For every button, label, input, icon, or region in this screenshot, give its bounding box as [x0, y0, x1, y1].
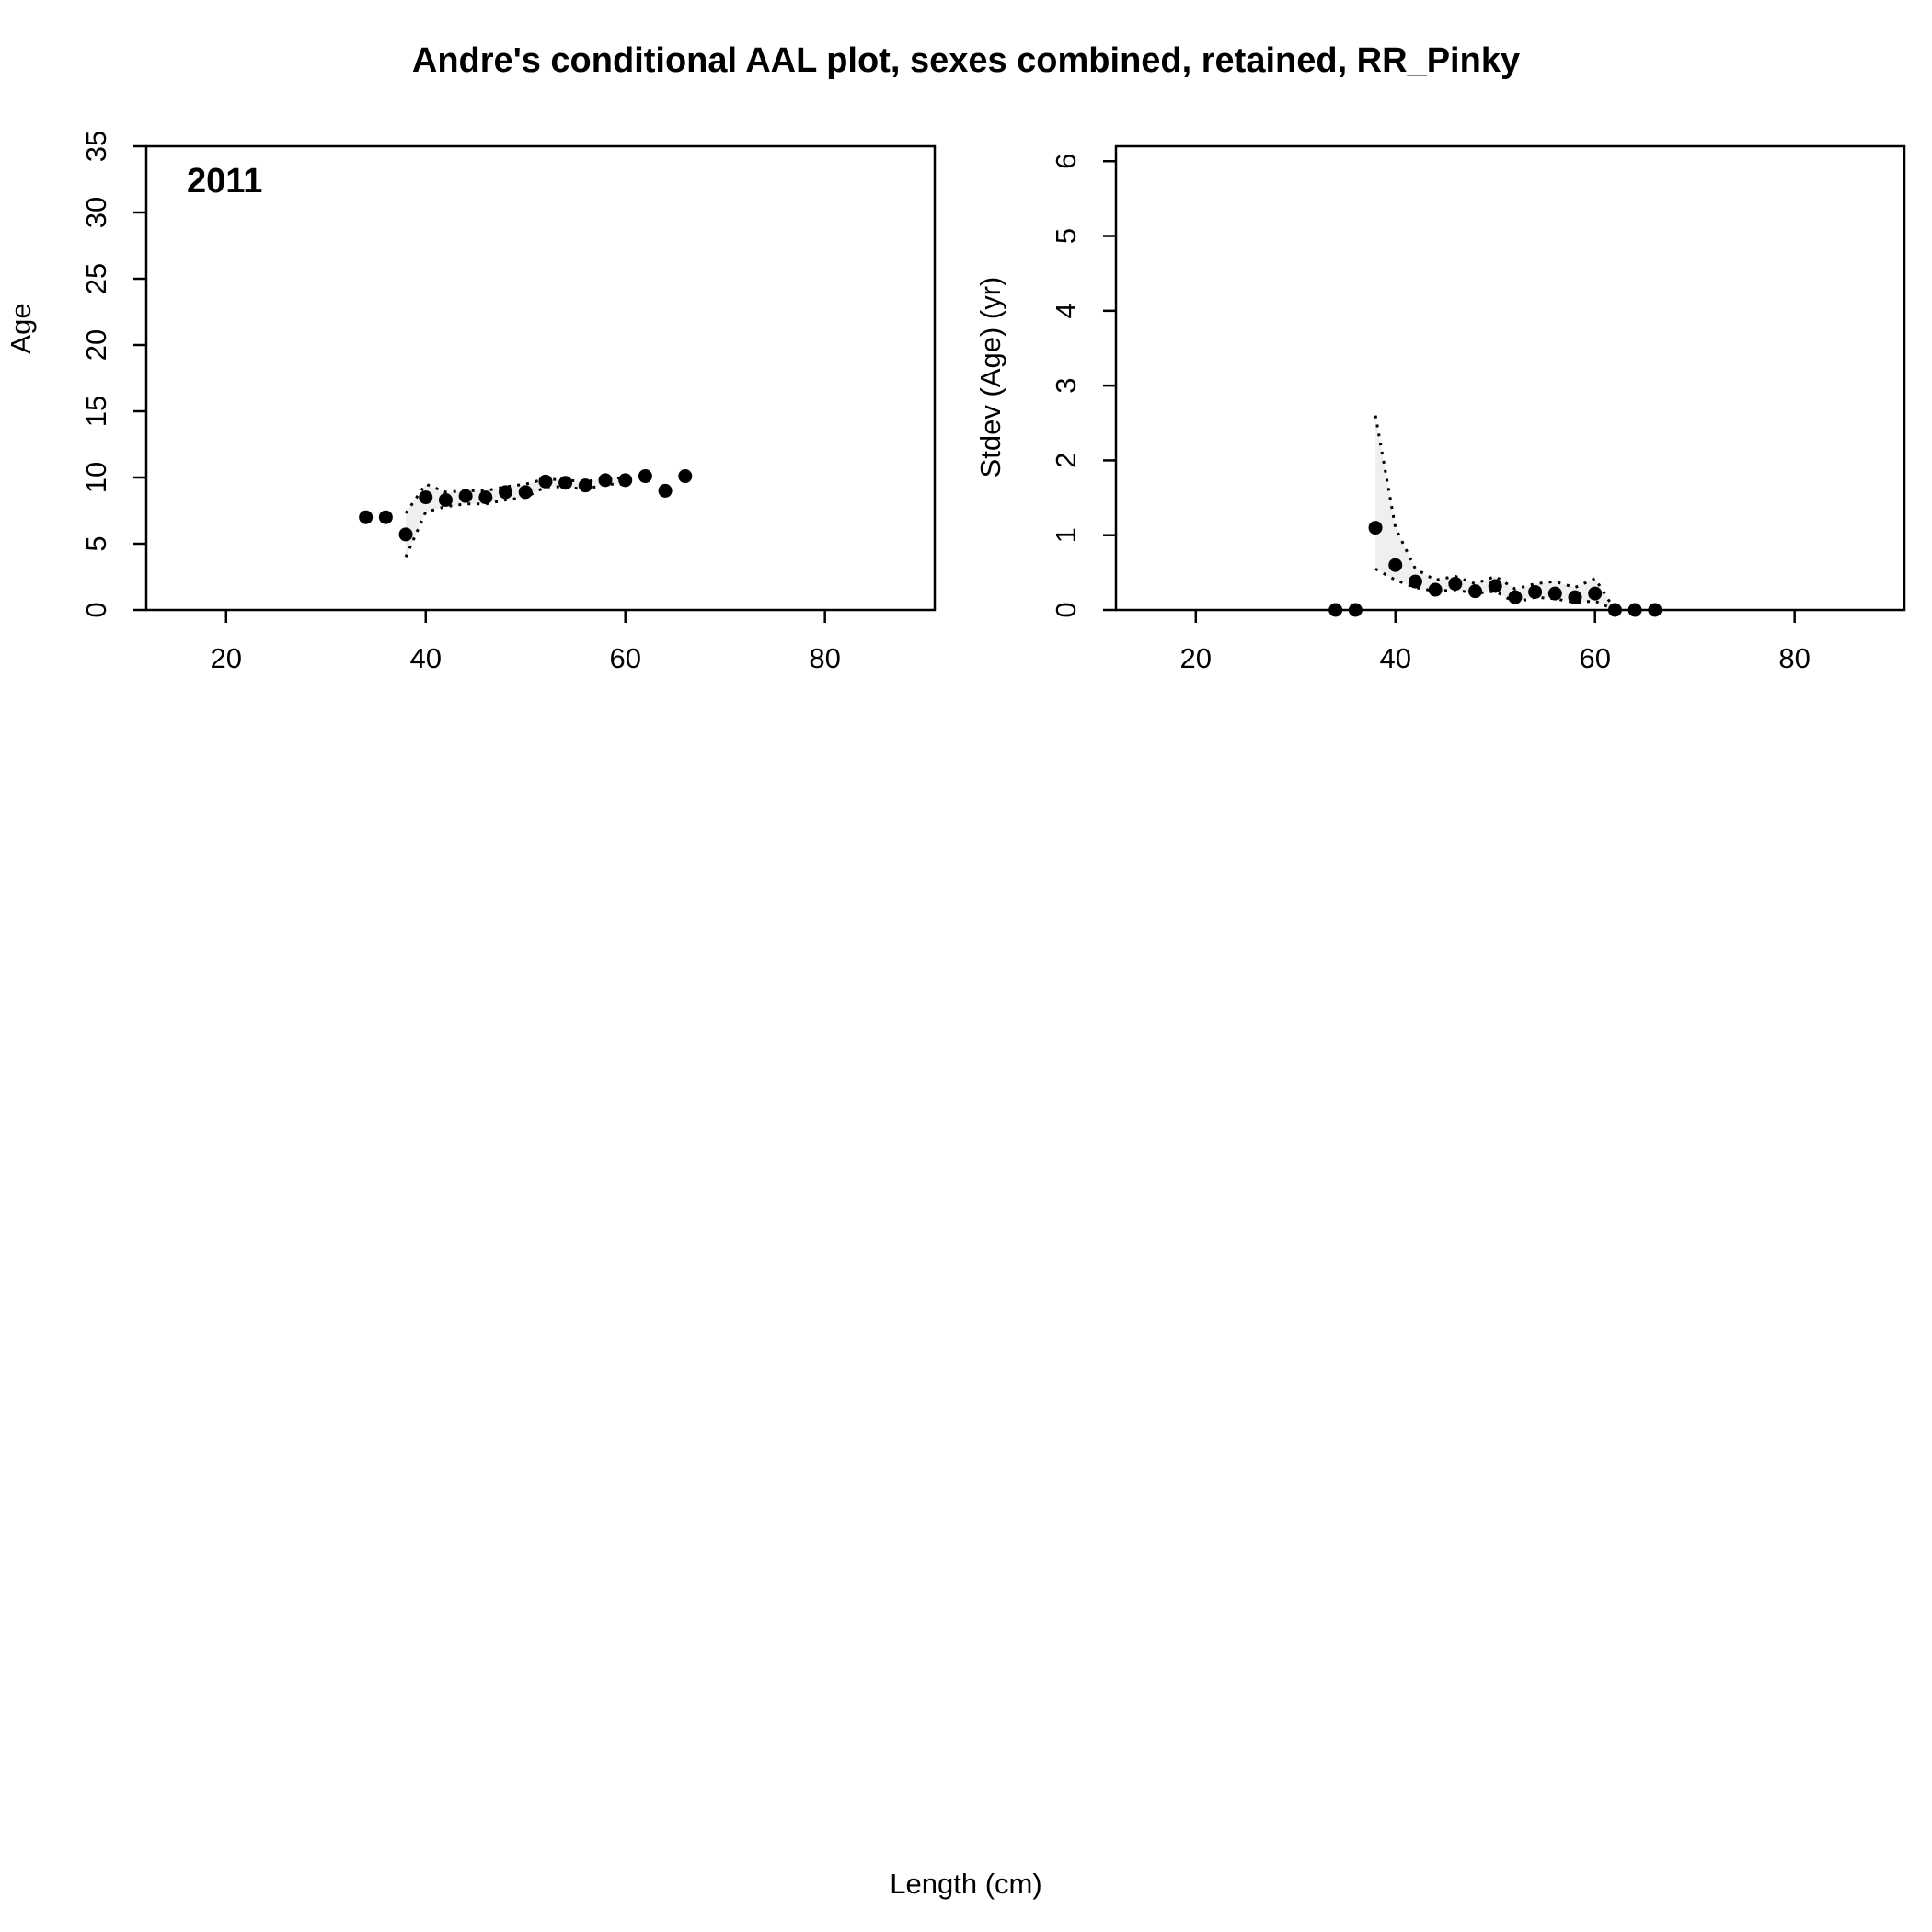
data-point [678, 469, 693, 484]
y-tick-label: 1 [1050, 527, 1082, 543]
y-tick-label: 25 [80, 263, 112, 294]
data-point [478, 490, 493, 505]
data-point [1488, 579, 1502, 593]
data-point [658, 483, 673, 498]
x-tick-label: 60 [1579, 642, 1610, 674]
mean-age-panel: 20 40 60 80 0 5 10 15 20 25 30 35 Age 2011 [5, 131, 937, 674]
y-tick-label: 4 [1050, 303, 1082, 318]
y-tick-label: 5 [80, 535, 112, 551]
x-tick-label: 20 [1180, 642, 1212, 674]
y-tick-label: 3 [1050, 378, 1082, 394]
data-point [438, 492, 453, 507]
data-point [398, 527, 413, 542]
data-point [1588, 586, 1603, 601]
y-tick-label: 10 [80, 462, 112, 493]
main-title: Andre's conditional AAL plot, sexes comb… [412, 41, 1520, 80]
x-tick-label: 20 [211, 642, 242, 674]
data-point [1568, 590, 1582, 604]
x-tick-label: 60 [609, 642, 640, 674]
data-point [578, 478, 592, 493]
plot-frame [144, 144, 937, 612]
data-point [499, 485, 513, 500]
y-tick-label: 35 [80, 131, 112, 162]
data-point [558, 476, 573, 490]
x-tick-label: 80 [809, 642, 840, 674]
data-point [1528, 584, 1543, 599]
data-point [1428, 582, 1443, 597]
data-point [378, 510, 393, 524]
data-point [1388, 558, 1403, 572]
data-point [1368, 521, 1383, 535]
x-tick-label: 40 [410, 642, 442, 674]
lower-interval-line [404, 482, 626, 558]
data-point [359, 510, 374, 524]
y-tick-label: 0 [80, 602, 112, 617]
x-axis-label: Length (cm) [890, 1868, 1041, 1900]
stdev-age-panel: 20 40 60 80 0 1 2 3 4 5 6 Stdev (Age) (yr) [974, 144, 1906, 674]
plot-frame [1114, 144, 1906, 612]
data-point [419, 490, 433, 505]
y-tick-label: 6 [1050, 154, 1082, 169]
data-point [638, 469, 652, 484]
data-point [538, 474, 553, 489]
data-point [1547, 586, 1562, 601]
y-axis-label: Stdev (Age) (yr) [974, 277, 1006, 478]
data-point [598, 473, 613, 488]
y-axis-label: Age [5, 303, 37, 353]
y-tick-label: 30 [80, 197, 112, 228]
data-point [1508, 590, 1523, 604]
y-tick-label: 15 [80, 396, 112, 427]
x-tick-label: 80 [1778, 642, 1810, 674]
y-tick-label: 5 [1050, 228, 1082, 244]
year-label: 2011 [187, 162, 262, 201]
data-point [1408, 574, 1422, 589]
data-point [518, 485, 533, 500]
confidence-band [406, 477, 626, 558]
data-point [618, 473, 633, 488]
x-tick-label: 40 [1380, 642, 1411, 674]
y-tick-label: 0 [1050, 602, 1082, 617]
data-point [1448, 577, 1463, 592]
y-tick-label: 2 [1050, 453, 1082, 468]
y-tick-label: 20 [80, 329, 112, 361]
data-point [458, 489, 473, 503]
data-point [1468, 584, 1483, 599]
